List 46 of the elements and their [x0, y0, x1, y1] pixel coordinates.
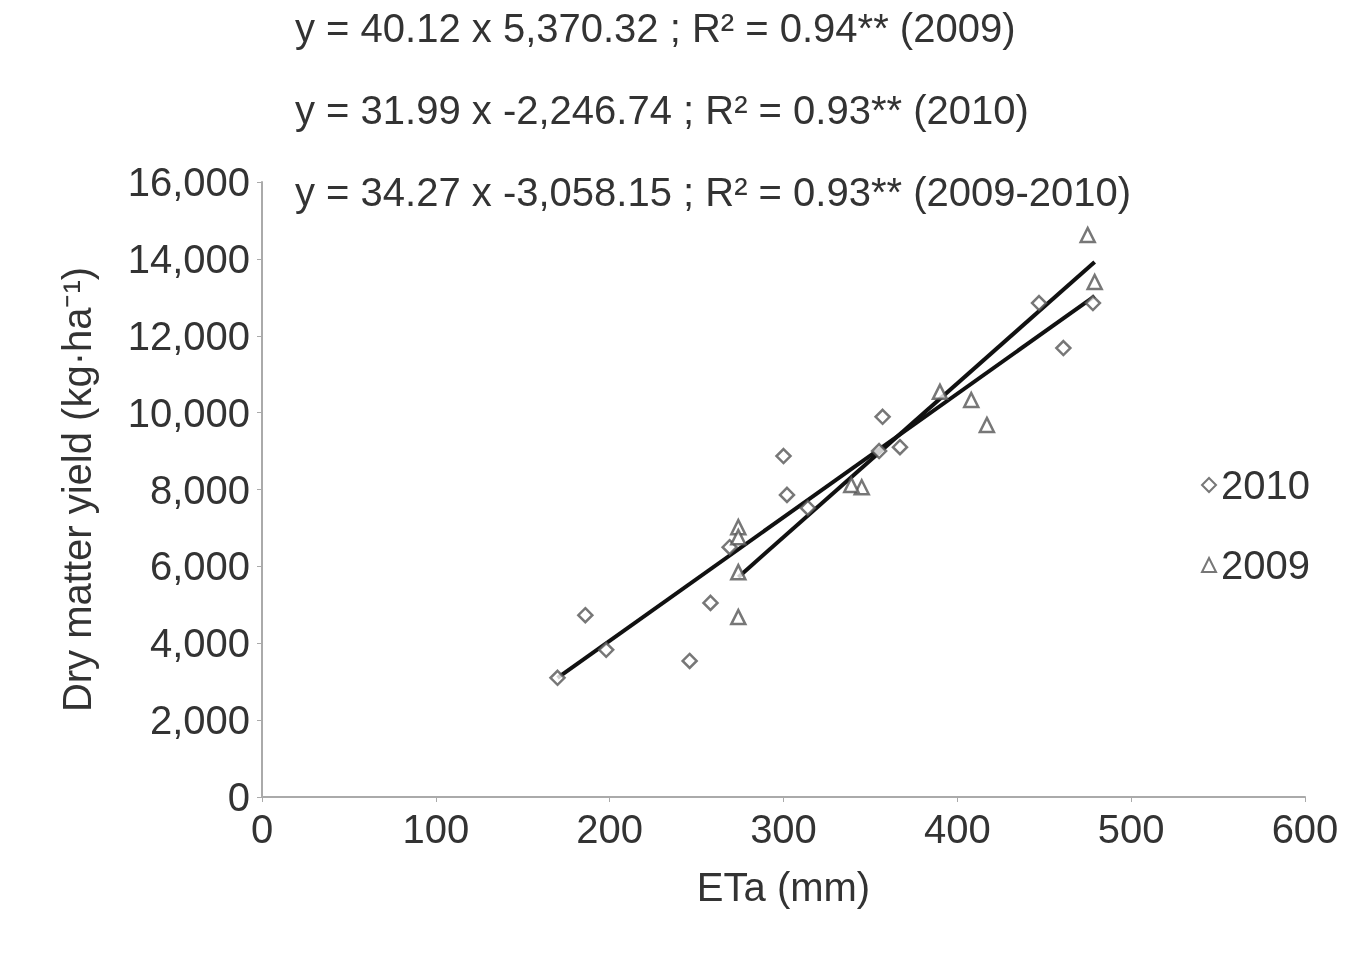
point: [681, 652, 698, 670]
legend-label: 2010: [1221, 463, 1310, 507]
y-tick-label: 6,000: [149, 544, 250, 589]
point: [891, 438, 909, 456]
point: [597, 641, 615, 659]
point: [843, 476, 860, 494]
point: [870, 442, 888, 460]
point: [577, 606, 594, 624]
x-axis-title: ETa (mm): [696, 865, 871, 909]
y-tick-label: 10,000: [127, 390, 250, 435]
point: [775, 447, 792, 465]
point: [730, 608, 747, 626]
x-tick-label: 500: [1097, 807, 1165, 851]
point: [1079, 226, 1096, 244]
x-tick-label: 600: [1271, 807, 1339, 851]
point: [730, 528, 747, 546]
y-tick-label: 8,000: [149, 467, 250, 512]
annotation: y = 34.27 x -3,058.15 ; R² = 0.93** (2009-2010): [295, 170, 1132, 214]
x-tick-label: 300: [750, 807, 817, 851]
point: [978, 416, 996, 434]
point: [931, 383, 949, 401]
y-tick-label: 12,000: [127, 313, 250, 358]
point: [1086, 273, 1103, 291]
x-tick-label: 400: [923, 807, 991, 851]
x-tick-label: 100: [402, 807, 470, 851]
y-tick-label: 16,000: [127, 160, 250, 204]
text: y = 40.12 x 5,370.32 ; R² = 0.94** (2009): [295, 6, 1016, 50]
point: [1030, 294, 1048, 312]
point: [549, 669, 566, 687]
point: [730, 563, 747, 581]
y-tick-label: 0: [227, 775, 250, 819]
point: [778, 486, 796, 504]
y-axis-title: Dry matter yield (kg·ha⁻¹): [55, 266, 99, 713]
point: [1055, 339, 1072, 357]
point: [962, 391, 980, 409]
y-tick-label: 4,000: [149, 621, 250, 666]
x-tick-label: 200: [576, 807, 644, 851]
y-tick-label: 14,000: [127, 236, 250, 281]
point: [702, 594, 719, 612]
point: [721, 538, 738, 556]
point: [799, 499, 817, 517]
point: [874, 408, 891, 426]
text: y = 31.99 x -2,246.74 ; R² = 0.93** (2010): [295, 88, 1029, 132]
point: [1084, 294, 1102, 312]
y-tick-label: 2,000: [149, 698, 250, 743]
legend-label: 2009: [1221, 543, 1310, 587]
